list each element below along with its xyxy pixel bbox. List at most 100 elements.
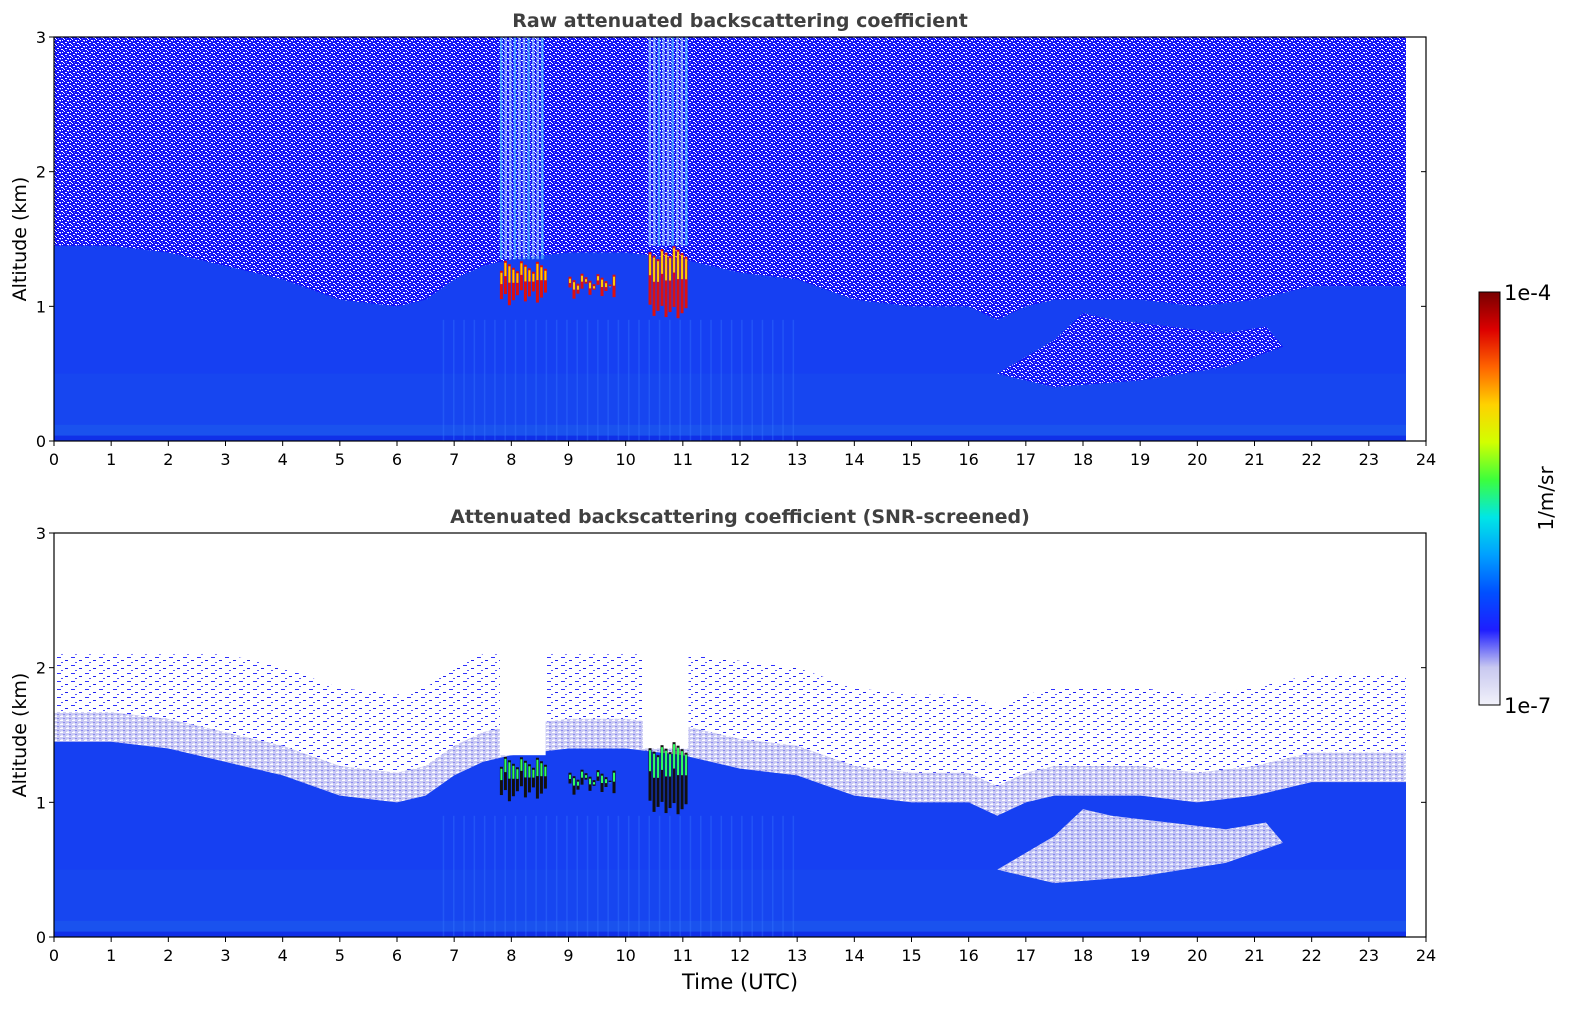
cloud-mark [569, 774, 571, 780]
cloud-mark [673, 248, 676, 273]
convective-streak [699, 319, 702, 441]
cloud-mark [523, 760, 527, 798]
cloud-mark [673, 744, 676, 769]
convective-streak [782, 815, 784, 937]
snr-screened-panel: Attenuated backscattering coefficient (S… [9, 506, 1436, 994]
convective-streak [741, 815, 743, 937]
convective-streak [638, 319, 640, 441]
convective-streak [586, 815, 589, 937]
cloud-mark [677, 251, 680, 280]
cloud-mark [512, 765, 515, 779]
convective-streak [525, 319, 527, 441]
y-tick-label: 1 [36, 297, 46, 316]
heatmap-area [54, 37, 1406, 441]
cloud-mark [524, 266, 527, 282]
y-tick-label: 3 [36, 524, 46, 543]
convective-streak [586, 319, 589, 441]
convective-streak [699, 815, 702, 937]
convective-streak [545, 815, 548, 937]
cloud-mark [613, 276, 616, 286]
x-tick-label: 23 [1359, 946, 1379, 965]
convective-streak [648, 319, 651, 441]
cloud-mark [503, 260, 507, 295]
cloud-mark [605, 283, 608, 288]
cloud-mark [585, 775, 588, 778]
x-tick-label: 2 [163, 946, 173, 965]
convective-streak [689, 815, 692, 937]
noise-column [680, 37, 684, 246]
y-axis: 0 1 2 3 [36, 28, 1426, 451]
cloud-mark [532, 273, 535, 282]
noise-column [522, 37, 526, 260]
colorbar-max-label: 1e-4 [1504, 281, 1551, 305]
cloud-mark [589, 282, 592, 289]
cloud-mark [672, 742, 676, 804]
cloud-mark [585, 279, 588, 282]
cloud-mark [657, 261, 660, 282]
cloud-mark [511, 763, 515, 797]
convective-streak [442, 319, 445, 441]
x-tick-label: 17 [1016, 450, 1036, 469]
ground-band [54, 931, 1406, 937]
x-tick-label: 20 [1187, 450, 1207, 469]
cloud-mark [504, 262, 507, 277]
cloud-mark [677, 747, 680, 776]
convective-streak [751, 815, 753, 937]
x-tick-label: 1 [106, 450, 116, 469]
convective-streak [576, 815, 579, 937]
convective-streak [473, 815, 476, 937]
residual-layer [997, 809, 1284, 884]
convective-streak [453, 319, 455, 441]
convective-streak [566, 815, 568, 937]
convective-streak [761, 815, 764, 937]
x-tick-label: 10 [615, 946, 635, 965]
cloud-mark [524, 762, 527, 778]
cloud-mark [669, 754, 672, 777]
noise-column [662, 37, 665, 246]
cloud-mark [500, 768, 503, 781]
convective-streak [617, 319, 620, 441]
convective-streak [669, 815, 671, 937]
x-tick-label: 6 [392, 946, 402, 965]
cloud-mark [681, 751, 684, 776]
cloud-mark [605, 779, 608, 784]
convective-streak [566, 319, 568, 441]
x-tick-label: 19 [1130, 450, 1150, 469]
x-tick-label: 11 [673, 450, 693, 469]
noise-column [685, 37, 688, 246]
colorbar-unit-label: 1/m/sr [1534, 466, 1558, 531]
cloud-mark [609, 286, 612, 288]
cloud-mark [656, 259, 660, 311]
x-tick-label: 0 [49, 946, 59, 965]
y-tick-label: 2 [36, 163, 46, 182]
x-tick-label: 24 [1416, 450, 1436, 469]
x-axis-label: Time (UTC) [681, 970, 798, 994]
colorbar: 1e-4 1e-7 1/m/sr [1478, 281, 1558, 718]
cloud-mark [539, 761, 543, 794]
x-tick-label: 24 [1416, 946, 1436, 965]
cloud-mark [612, 770, 616, 794]
y-axis-label: Altitude (km) [9, 673, 31, 798]
convective-streak [689, 319, 692, 441]
x-tick-label: 17 [1016, 946, 1036, 965]
noise-column [527, 37, 530, 260]
convective-streak [720, 815, 723, 937]
cloud-mark [685, 754, 688, 776]
convective-streak [607, 815, 609, 937]
y-axis: 0 1 2 3 [36, 524, 1426, 947]
convective-streak [545, 319, 548, 441]
cloud-mark [523, 264, 527, 302]
cloud-mark [519, 261, 523, 291]
x-tick-label: 12 [730, 450, 750, 469]
convective-streak [730, 319, 733, 441]
noise-column [499, 37, 503, 260]
cloud-mark [520, 263, 523, 275]
noise-column [648, 37, 652, 246]
convective-streak [710, 815, 712, 937]
ground-band [54, 435, 1406, 441]
x-axis: 0 1 2 3 4 5 6 7 8 9 10 11 12 13 14 15 16 17 18 19 20 21 22 23 24 [49, 441, 1436, 469]
convective-streak [627, 815, 630, 937]
cloud-mark [661, 251, 664, 274]
x-tick-label: 13 [787, 450, 807, 469]
